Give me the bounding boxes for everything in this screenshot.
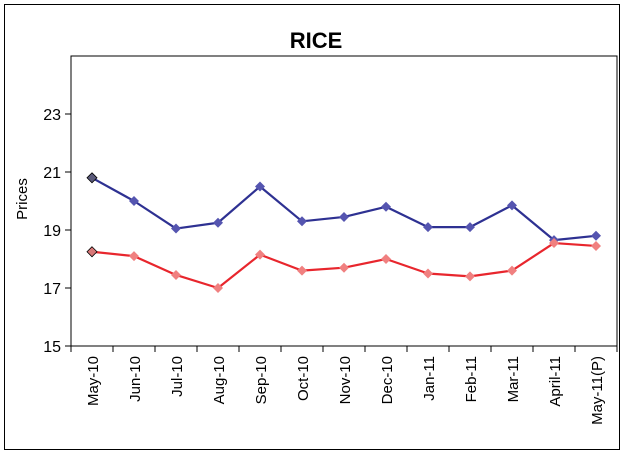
data-point xyxy=(465,271,475,282)
x-tick-label: May-11(P) xyxy=(589,356,606,425)
plot-area xyxy=(70,55,618,347)
x-tick-label: Dec-10 xyxy=(379,356,396,404)
data-point xyxy=(507,200,517,211)
y-tick-label: 17 xyxy=(43,281,61,298)
data-point xyxy=(86,172,98,184)
data-point xyxy=(423,222,433,233)
series-layer xyxy=(86,172,601,293)
data-point xyxy=(591,230,601,241)
data-point xyxy=(171,269,181,280)
y-tick-label: 19 xyxy=(43,223,61,240)
data-point xyxy=(549,238,559,249)
x-tick-label: Feb-11 xyxy=(463,356,480,402)
data-point xyxy=(339,211,349,222)
x-tick-label: April-11 xyxy=(547,356,564,407)
x-tick-label: Jun-10 xyxy=(127,356,144,402)
data-point xyxy=(507,265,517,276)
x-tick-label: Aug-10 xyxy=(211,356,228,404)
data-point xyxy=(171,223,181,234)
x-tick-label: Nov-10 xyxy=(337,356,354,404)
x-tick-label: Oct-10 xyxy=(295,356,312,401)
data-point xyxy=(465,222,475,233)
y-tick-label: 15 xyxy=(43,339,61,356)
data-point xyxy=(591,240,601,251)
series-1 xyxy=(86,172,601,246)
series-line xyxy=(91,176,597,242)
data-point xyxy=(381,201,391,212)
axes: 15 17 19 21 23 May-10 Jun-10 Jul-10 Aug-10 Sep-10… xyxy=(43,55,618,425)
data-point xyxy=(381,254,391,264)
chart-frame xyxy=(4,4,620,450)
data-point xyxy=(129,251,139,262)
data-point xyxy=(129,196,139,206)
data-point xyxy=(255,249,265,260)
x-tick-label: Jul-10 xyxy=(169,356,186,397)
x-tick-label: Jan-11 xyxy=(421,356,438,401)
x-tick-label: Mar-11 xyxy=(505,356,522,402)
data-point xyxy=(213,283,223,293)
y-axis-label: Prices xyxy=(14,178,31,220)
y-tick-label: 21 xyxy=(43,165,61,182)
x-tick-label: Sep-10 xyxy=(253,356,270,404)
data-point xyxy=(86,246,98,258)
data-point xyxy=(339,262,349,273)
data-point xyxy=(213,217,223,228)
chart-title: RICE xyxy=(290,28,343,53)
data-point xyxy=(297,265,307,276)
data-point xyxy=(423,268,433,279)
data-point xyxy=(255,181,265,192)
series-2 xyxy=(86,238,601,293)
y-tick-label: 23 xyxy=(43,107,61,124)
data-point xyxy=(297,216,307,227)
x-tick-label: May-10 xyxy=(85,356,102,406)
